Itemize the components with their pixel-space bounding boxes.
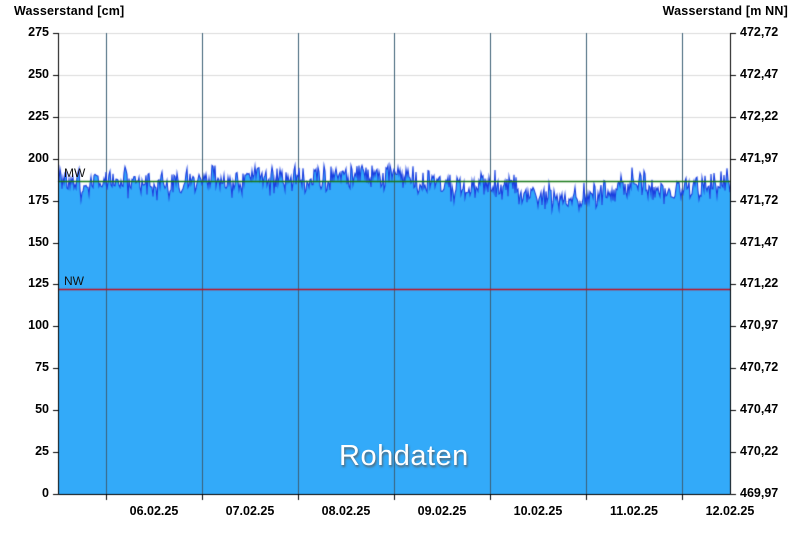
x-axis-tick: 09.02.25 bbox=[417, 504, 467, 518]
right-axis-tick: 471,72 bbox=[740, 192, 779, 207]
left-axis-tick: 275 bbox=[28, 25, 49, 39]
right-axis-tick: 469,97 bbox=[740, 486, 779, 500]
right-axis-tick: 471,97 bbox=[740, 150, 779, 165]
reference-line-label-mw: MW bbox=[64, 165, 86, 180]
rohdaten-watermark: Rohdaten bbox=[339, 440, 469, 473]
left-axis-tick: 0 bbox=[42, 486, 49, 500]
reference-line-label-nw: NW bbox=[64, 274, 84, 289]
x-axis-tick: 07.02.25 bbox=[225, 504, 275, 518]
right-axis-tick: 470,72 bbox=[740, 360, 779, 375]
right-axis-tick: 472,72 bbox=[740, 25, 779, 39]
left-axis-tick: 250 bbox=[28, 66, 49, 81]
x-axis-tick: 08.02.25 bbox=[321, 504, 371, 518]
right-axis-tick: 472,47 bbox=[740, 66, 779, 81]
left-axis-tick: 175 bbox=[28, 192, 49, 207]
right-axis-tick: 470,22 bbox=[740, 444, 779, 459]
left-axis-tick: 25 bbox=[35, 444, 49, 459]
right-axis-tick: 472,22 bbox=[740, 108, 779, 123]
x-axis-tick: 10.02.25 bbox=[513, 504, 563, 518]
left-axis-tick: 50 bbox=[35, 402, 49, 417]
left-axis-tick: 150 bbox=[28, 234, 49, 249]
x-axis-tick: 11.02.25 bbox=[610, 504, 658, 518]
left-axis-tick: 225 bbox=[28, 108, 49, 123]
x-axis-tick: 06.02.25 bbox=[129, 504, 179, 518]
right-axis-tick: 470,97 bbox=[740, 318, 779, 333]
x-axis-tick: 12.02.25 bbox=[705, 504, 755, 518]
right-axis-tick: 471,22 bbox=[740, 276, 779, 291]
left-axis-tick: 200 bbox=[28, 150, 49, 165]
left-axis-tick: 75 bbox=[35, 360, 49, 375]
left-axis-tick: 100 bbox=[28, 318, 49, 333]
right-axis-tick: 470,47 bbox=[740, 402, 779, 417]
left-axis-tick: 125 bbox=[28, 276, 49, 291]
right-axis-tick: 471,47 bbox=[740, 234, 779, 249]
